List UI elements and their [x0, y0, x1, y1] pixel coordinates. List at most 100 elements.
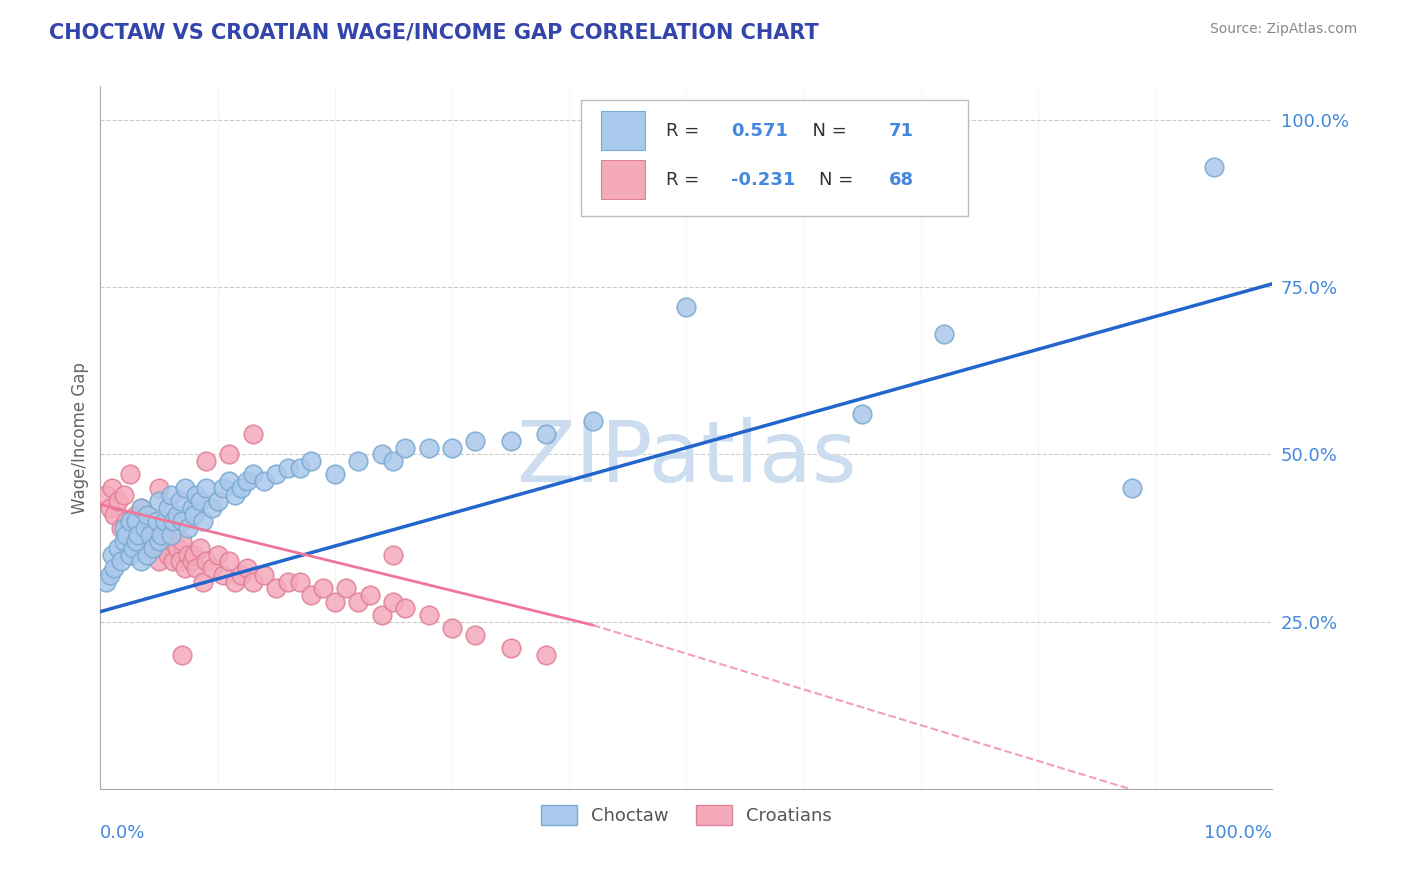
Point: [242, 574, 264, 589]
Point: [253, 474, 276, 488]
Point: [218, 447, 240, 461]
Point: [277, 574, 299, 589]
Text: 100.0%: 100.0%: [1205, 824, 1272, 842]
Point: [242, 427, 264, 442]
Point: [1202, 160, 1225, 174]
Point: [382, 454, 405, 468]
Text: 0.0%: 0.0%: [100, 824, 146, 842]
Point: [157, 548, 180, 562]
Text: 0.571: 0.571: [731, 121, 787, 140]
Point: [166, 541, 188, 555]
Point: [172, 514, 194, 528]
Point: [183, 508, 205, 522]
Point: [359, 588, 381, 602]
Point: [169, 494, 191, 508]
Point: [136, 548, 159, 562]
Point: [127, 527, 149, 541]
Point: [440, 441, 463, 455]
Point: [103, 508, 125, 522]
Point: [148, 554, 170, 568]
Point: [112, 534, 135, 549]
Point: [96, 487, 118, 501]
Point: [134, 521, 156, 535]
Point: [173, 481, 195, 495]
Point: [159, 534, 181, 549]
Point: [180, 500, 202, 515]
Point: [394, 601, 416, 615]
Point: [224, 574, 246, 589]
Point: [122, 541, 145, 555]
Point: [264, 581, 287, 595]
Text: ZIPatlas: ZIPatlas: [516, 417, 856, 500]
Point: [499, 641, 522, 656]
Point: [148, 481, 170, 495]
Point: [118, 514, 141, 528]
Text: CHOCTAW VS CROATIAN WAGE/INCOME GAP CORRELATION CHART: CHOCTAW VS CROATIAN WAGE/INCOME GAP CORR…: [49, 22, 818, 42]
Point: [934, 326, 956, 341]
Point: [194, 454, 217, 468]
Point: [224, 487, 246, 501]
Point: [180, 554, 202, 568]
Point: [675, 300, 697, 314]
Text: N =: N =: [818, 170, 859, 189]
Point: [440, 621, 463, 635]
Point: [370, 447, 392, 461]
Point: [288, 460, 311, 475]
Point: [172, 648, 194, 662]
Point: [464, 628, 486, 642]
Text: R =: R =: [666, 170, 706, 189]
Legend: Choctaw, Croatians: Choctaw, Croatians: [533, 797, 839, 832]
Point: [107, 541, 129, 555]
Text: 71: 71: [889, 121, 914, 140]
Point: [153, 514, 176, 528]
Point: [96, 574, 118, 589]
Point: [207, 548, 229, 562]
Point: [194, 554, 217, 568]
Point: [207, 494, 229, 508]
Point: [323, 594, 346, 608]
Point: [124, 508, 146, 522]
Point: [107, 494, 129, 508]
Point: [188, 541, 211, 555]
Point: [188, 494, 211, 508]
Bar: [600, 161, 645, 199]
Point: [183, 548, 205, 562]
Point: [418, 441, 440, 455]
Point: [124, 534, 146, 549]
Point: [148, 494, 170, 508]
Point: [145, 541, 167, 555]
FancyBboxPatch shape: [581, 101, 967, 217]
Point: [112, 487, 135, 501]
Point: [335, 581, 357, 595]
Point: [118, 548, 141, 562]
Point: [101, 548, 124, 562]
Point: [193, 574, 215, 589]
Point: [138, 514, 160, 528]
Point: [177, 548, 200, 562]
Point: [312, 581, 335, 595]
Point: [218, 554, 240, 568]
Point: [236, 561, 259, 575]
Point: [134, 527, 156, 541]
Point: [229, 567, 252, 582]
Point: [159, 527, 181, 541]
Point: [173, 561, 195, 575]
Point: [299, 454, 322, 468]
Point: [110, 554, 132, 568]
Bar: [600, 112, 645, 150]
Point: [169, 554, 191, 568]
Point: [103, 561, 125, 575]
Point: [162, 554, 184, 568]
Point: [131, 500, 153, 515]
Point: [347, 454, 370, 468]
Point: [212, 567, 235, 582]
Point: [166, 508, 188, 522]
Point: [177, 521, 200, 535]
Point: [534, 427, 557, 442]
Point: [142, 534, 165, 549]
Text: -0.231: -0.231: [731, 170, 796, 189]
Point: [124, 514, 146, 528]
Point: [288, 574, 311, 589]
Point: [347, 594, 370, 608]
Text: N =: N =: [801, 121, 853, 140]
